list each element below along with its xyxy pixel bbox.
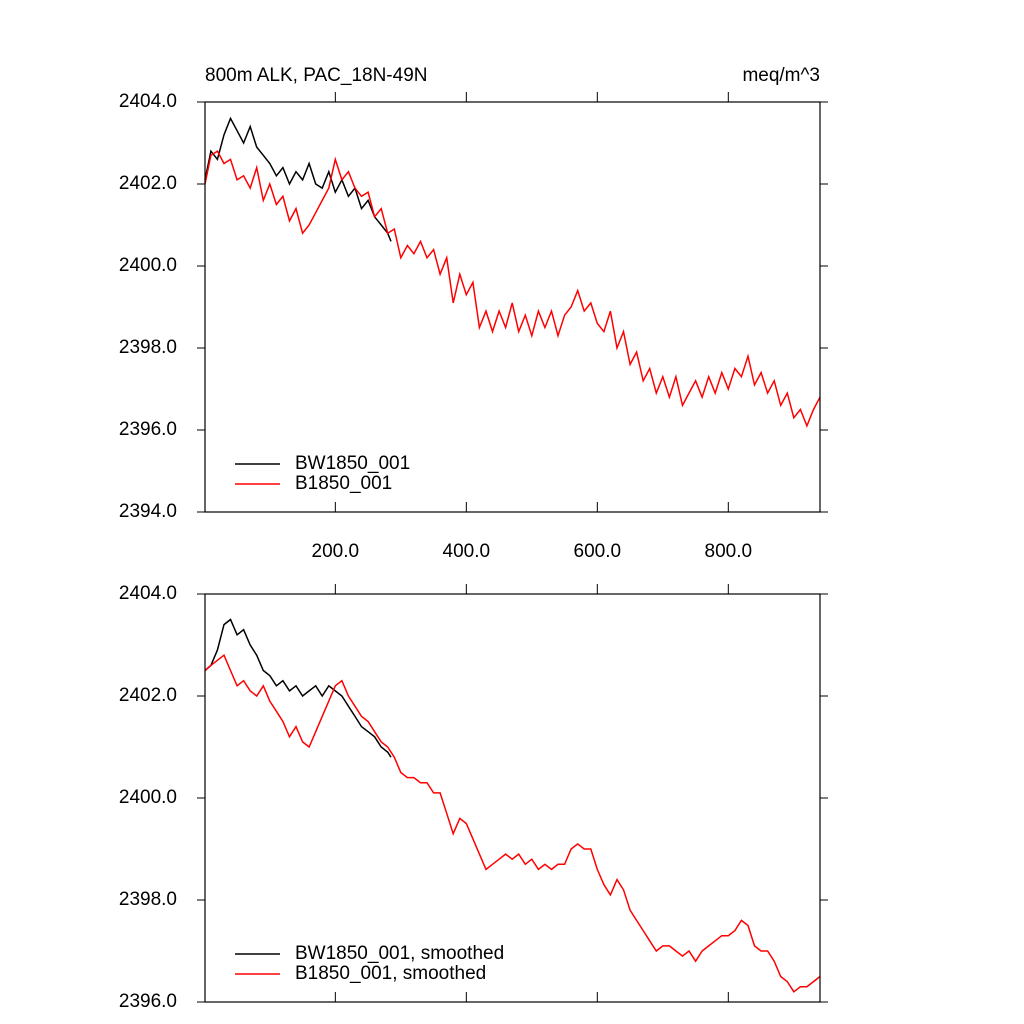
y-tick-label: 2398.0 [119,889,177,910]
x-tick-label: 800.0 [705,541,753,562]
x-tick-label: 400.0 [443,541,491,562]
legend-label: BW1850_001, smoothed [295,943,504,964]
y-tick-label: 2404.0 [119,91,177,112]
y-tick-label: 2404.0 [119,583,177,604]
series-line [204,618,392,758]
units-label: meq/m^3 [742,65,820,86]
plot-frame [204,593,821,1003]
y-tick-label: 2402.0 [119,173,177,194]
y-tick-label: 2396.0 [119,419,177,440]
y-tick-label: 2398.0 [119,337,177,358]
legend-label: B1850_001 [295,473,392,494]
y-tick-label: 2396.0 [119,991,177,1012]
y-tick-label: 2402.0 [119,685,177,706]
x-tick-label: 600.0 [574,541,622,562]
chart-title: 800m ALK, PAC_18N-49N [205,65,428,86]
legend-label: B1850_001, smoothed [295,963,486,984]
series-line [204,654,821,993]
y-tick-label: 2400.0 [119,255,177,276]
series-line [204,116,392,242]
plot-frame [204,101,821,513]
legend-label: BW1850_001 [295,453,410,474]
y-tick-label: 2394.0 [119,501,177,522]
y-tick-label: 2400.0 [119,787,177,808]
x-tick-label: 200.0 [312,541,360,562]
series-line [204,150,821,428]
